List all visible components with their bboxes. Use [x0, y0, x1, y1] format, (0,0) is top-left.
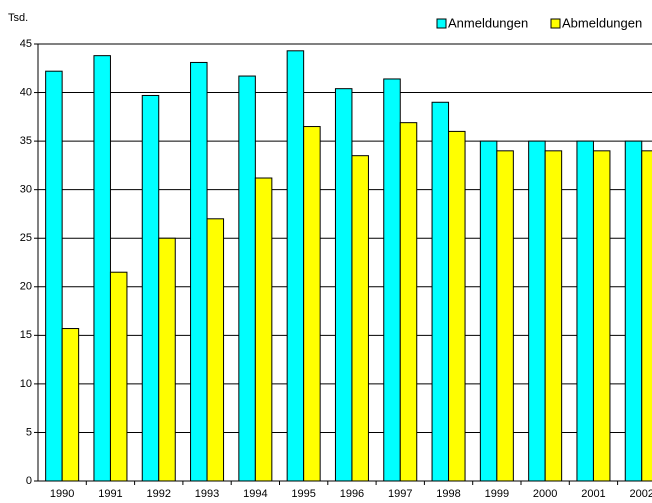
x-tick-label: 1994: [243, 488, 267, 500]
bar: [286, 50, 305, 482]
legend-swatch: [436, 18, 447, 29]
y-tick-label: 20: [20, 281, 32, 293]
y-tick-label: 10: [20, 378, 32, 390]
y-tick-label: 25: [20, 232, 32, 244]
legend-swatch: [550, 18, 561, 29]
y-tick-label: 45: [20, 38, 32, 50]
x-tick-label: 1995: [291, 488, 315, 500]
bar: [334, 88, 353, 482]
bar: [544, 150, 563, 482]
bar: [351, 155, 369, 482]
x-tick-label: 1990: [50, 488, 74, 500]
y-tick-label: 35: [20, 135, 32, 147]
bar: [576, 140, 594, 482]
y-axis-label: Tsd.: [8, 12, 28, 24]
bar: [399, 122, 418, 482]
bar: [303, 126, 321, 482]
legend-label: Abmeldungen: [562, 15, 642, 30]
bar: [254, 177, 273, 482]
bar: [190, 61, 208, 482]
bar: [93, 55, 111, 482]
x-tick-label: 2002: [630, 488, 652, 500]
x-tick-label: 1996: [340, 488, 364, 500]
x-tick-label: 1998: [436, 488, 460, 500]
bar: [641, 150, 652, 482]
x-tick-label: 1992: [147, 488, 171, 500]
bar: [383, 78, 401, 482]
bar: [624, 140, 643, 482]
y-tick-label: 30: [20, 184, 32, 196]
x-tick-label: 1997: [388, 488, 412, 500]
bar: [592, 150, 611, 482]
y-tick-label: 15: [20, 329, 32, 341]
bar: [431, 101, 450, 482]
bar: [496, 150, 514, 482]
bar: [141, 94, 160, 482]
bar: [479, 140, 498, 482]
x-tick-label: 2000: [533, 488, 557, 500]
bar: [61, 328, 80, 482]
legend-label: Anmeldungen: [448, 15, 528, 30]
x-tick-label: 1991: [98, 488, 122, 500]
bar: [528, 140, 546, 482]
bar: [238, 75, 256, 482]
x-tick-label: 1993: [195, 488, 219, 500]
x-tick-label: 2001: [581, 488, 605, 500]
y-tick-label: 40: [20, 86, 32, 98]
bar: [206, 218, 225, 482]
y-tick-label: 5: [26, 426, 32, 438]
bar: [158, 237, 176, 482]
y-tick-label: 0: [26, 475, 32, 487]
x-tick-label: 1999: [485, 488, 509, 500]
bar: [45, 70, 63, 482]
bar: [448, 130, 466, 482]
bar: [109, 271, 128, 482]
